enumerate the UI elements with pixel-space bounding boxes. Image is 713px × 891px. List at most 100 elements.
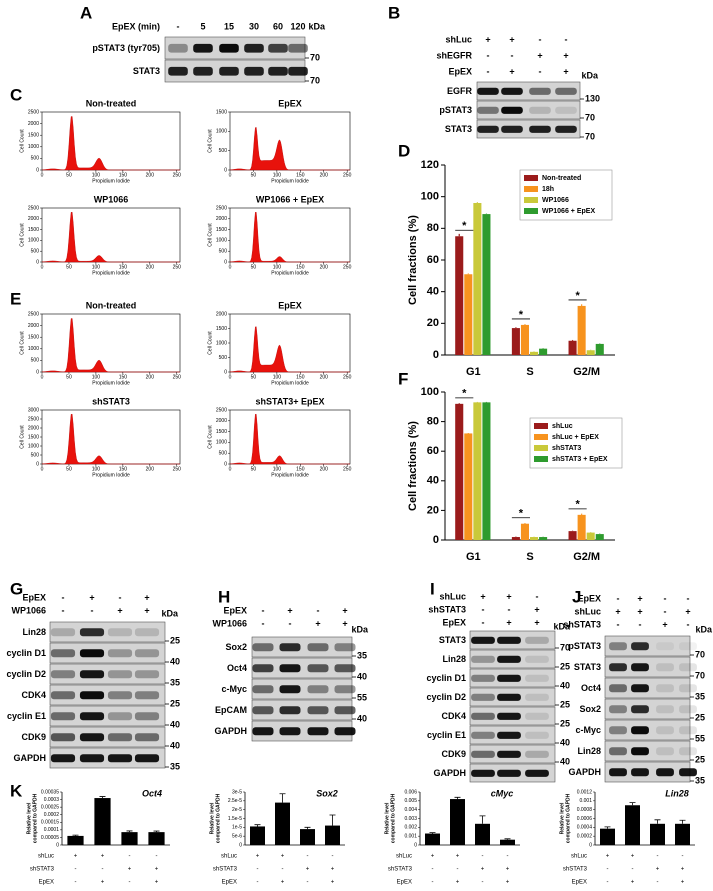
blot-strip	[49, 663, 166, 685]
legend-label: WP1066	[542, 197, 569, 204]
condition-sign: +	[315, 618, 320, 628]
y-tick-label: 0.0004	[577, 825, 593, 831]
marker-label: 70	[585, 112, 595, 122]
condition-sign: -	[62, 592, 65, 602]
condition-sign: -	[91, 605, 94, 615]
blot-band	[334, 643, 356, 652]
y-tick-label: 0	[36, 167, 39, 173]
y-tick-label: 0.00035	[41, 789, 59, 795]
x-tick-label: 200	[146, 466, 155, 472]
marker-label: 40	[170, 656, 180, 666]
legend-swatch	[524, 208, 538, 214]
y-tick-label: 1000	[216, 238, 227, 244]
x-tick-label: 0	[229, 466, 232, 472]
y-tick-label: 1.5e-5	[228, 816, 242, 822]
x-tick-label: 0	[41, 172, 44, 178]
blot-strip	[476, 119, 581, 139]
condition-name: shSTAT3	[563, 619, 601, 629]
panel-label: C	[10, 85, 22, 104]
significance-mark: *	[462, 220, 467, 232]
y-tick-label: 1500	[28, 434, 39, 440]
marker-label: 55	[695, 733, 705, 743]
blot-band	[477, 125, 499, 133]
x-tick-label: 250	[343, 172, 352, 178]
condition-sign: -	[129, 880, 131, 886]
row-label: pSTAT3	[568, 641, 601, 651]
blot-band	[631, 726, 649, 735]
condition-name: shEGFR	[436, 50, 472, 60]
y-axis-label: Cell Count	[207, 223, 213, 247]
bar	[568, 531, 577, 540]
blot-band	[307, 664, 329, 673]
blot-band	[555, 87, 577, 95]
bar	[482, 402, 491, 540]
condition-sign: +	[685, 606, 690, 616]
blot-band	[609, 747, 627, 756]
blot-band	[134, 691, 160, 700]
marker-label: 70	[695, 649, 705, 659]
y-tick-label: 0	[433, 534, 439, 546]
marker-label: 40	[170, 740, 180, 750]
blot-band	[477, 87, 499, 95]
condition-name: EpEX	[448, 66, 472, 76]
condition-sign: -	[539, 66, 542, 76]
y-tick-label: 60	[427, 254, 439, 266]
y-axis-label: Cell Count	[19, 425, 25, 449]
blot-band	[679, 726, 697, 735]
marker-label: 40	[357, 713, 367, 723]
blot-strip	[49, 747, 166, 769]
y-tick-label: 60	[427, 445, 439, 457]
condition-sign: -	[457, 867, 459, 873]
condition-sign: +	[506, 867, 510, 873]
x-axis-label: Propidium Iodide	[271, 178, 309, 184]
blot-band	[219, 66, 239, 76]
marker-label: 35	[170, 761, 180, 771]
condition-sign: -	[682, 854, 684, 860]
blot-band	[79, 733, 105, 742]
blot-band	[525, 655, 549, 663]
y-tick-label: 1500	[28, 133, 39, 139]
legend-label: shSTAT3	[552, 445, 581, 452]
bar	[586, 532, 595, 540]
y-tick-label: 0.006	[404, 789, 417, 795]
blot-band	[525, 636, 549, 644]
blot-band	[134, 670, 160, 679]
x-tick-label: 100	[92, 264, 101, 270]
marker-label: 35	[695, 775, 705, 785]
marker-label: 25	[560, 661, 570, 671]
blot-band	[497, 712, 521, 720]
bar	[539, 537, 548, 540]
x-tick-label: 0	[41, 374, 44, 380]
blot-band	[497, 769, 521, 777]
condition-sign: +	[662, 619, 667, 629]
y-tick-label: 0.004	[404, 807, 417, 813]
row-label: GAPDH	[568, 767, 601, 777]
condition-sign: -	[508, 604, 511, 614]
blot-band	[107, 628, 133, 637]
histogram-title: EpEX	[278, 300, 302, 310]
x-tick-label: G1	[466, 551, 481, 563]
blot-band	[168, 43, 188, 53]
condition-name: EpEX (min)	[112, 21, 160, 31]
row-label: STAT3	[439, 635, 466, 645]
blot-band	[501, 125, 523, 133]
histogram-area	[229, 413, 350, 465]
condition-sign: -	[482, 617, 485, 627]
condition-name: shLuc	[445, 34, 472, 44]
row-label: EGFR	[447, 86, 473, 96]
significance-mark: *	[462, 388, 467, 400]
x-axis-label: Propidium Iodide	[92, 178, 130, 184]
blot-band	[679, 768, 697, 777]
condition-sign: +	[456, 880, 460, 886]
blot-band	[252, 706, 274, 715]
bar	[464, 433, 473, 540]
condition-sign: -	[482, 880, 484, 886]
x-tick-label: 100	[92, 172, 101, 178]
blot-band	[631, 768, 649, 777]
blot-band	[134, 712, 160, 721]
condition-name: shLuc	[396, 854, 412, 860]
condition-name: shSTAT3	[30, 867, 55, 873]
legend-swatch	[524, 175, 538, 181]
blot-band	[334, 706, 356, 715]
bar	[595, 534, 604, 540]
